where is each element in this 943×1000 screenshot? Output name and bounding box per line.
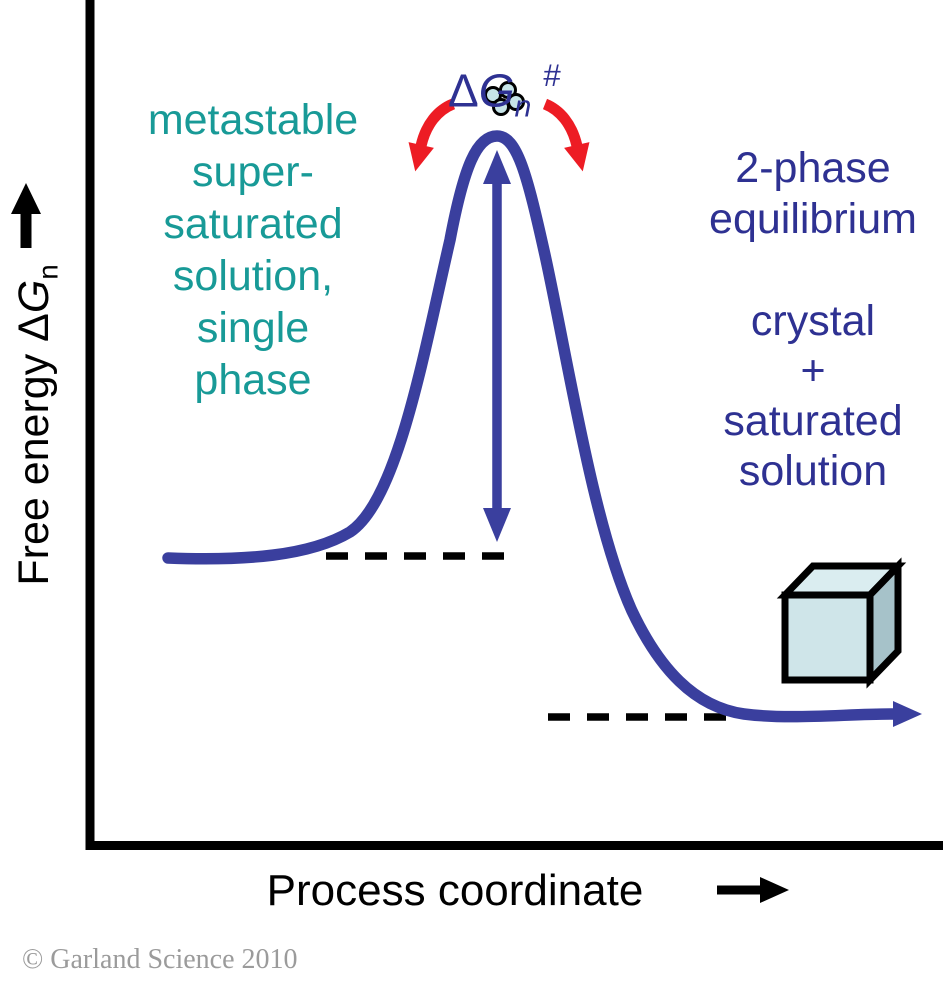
two-phase-equilibrium-annotation: 2-phase equilibrium [709, 144, 917, 243]
cube-front-face [781, 591, 874, 684]
barrier-label-delta: Δ [448, 64, 479, 117]
barrier-label-g: G [478, 64, 515, 117]
instability-arrow-left-icon [408, 98, 456, 172]
y-axis-label-g: G [10, 279, 58, 314]
x-axis-arrow-icon [717, 877, 789, 903]
barrier-energy-label: ΔGn # [448, 8, 628, 125]
y-axis-arrow-head [11, 183, 41, 214]
barrier-label-subscript: n [514, 90, 532, 124]
y-axis-label-base: Free energy Δ [10, 313, 58, 586]
y-axis-label: Free energy ΔGn [10, 257, 64, 593]
x-axis-arrow-head [760, 877, 789, 903]
copyright-notice: © Garland Science 2010 [22, 944, 298, 975]
crystal-cube-icon [776, 557, 907, 689]
molecule-circle [499, 81, 517, 99]
barrier-height-arrow-icon [483, 150, 511, 542]
instability-arrow-right-icon [542, 98, 590, 172]
y-axis-label-subscript: n [32, 264, 64, 280]
molecule-cluster-icon [484, 81, 525, 116]
x-axis-label: Process coordinate [266, 866, 644, 915]
barrier-arrow-head-top [483, 150, 511, 184]
y-axis-arrow-icon [11, 183, 41, 248]
free-energy-curve [162, 130, 922, 727]
metastable-state-annotation: metastable super- saturated solution, si… [147, 96, 359, 404]
crystal-saturated-solution-annotation: crystal + saturated solution [723, 297, 903, 495]
molecule-circle [507, 93, 525, 111]
molecule-circle [492, 98, 510, 116]
molecule-circle [484, 86, 502, 104]
barrier-arrow-head-bottom [483, 508, 511, 542]
barrier-label-superscript: # [543, 58, 561, 93]
